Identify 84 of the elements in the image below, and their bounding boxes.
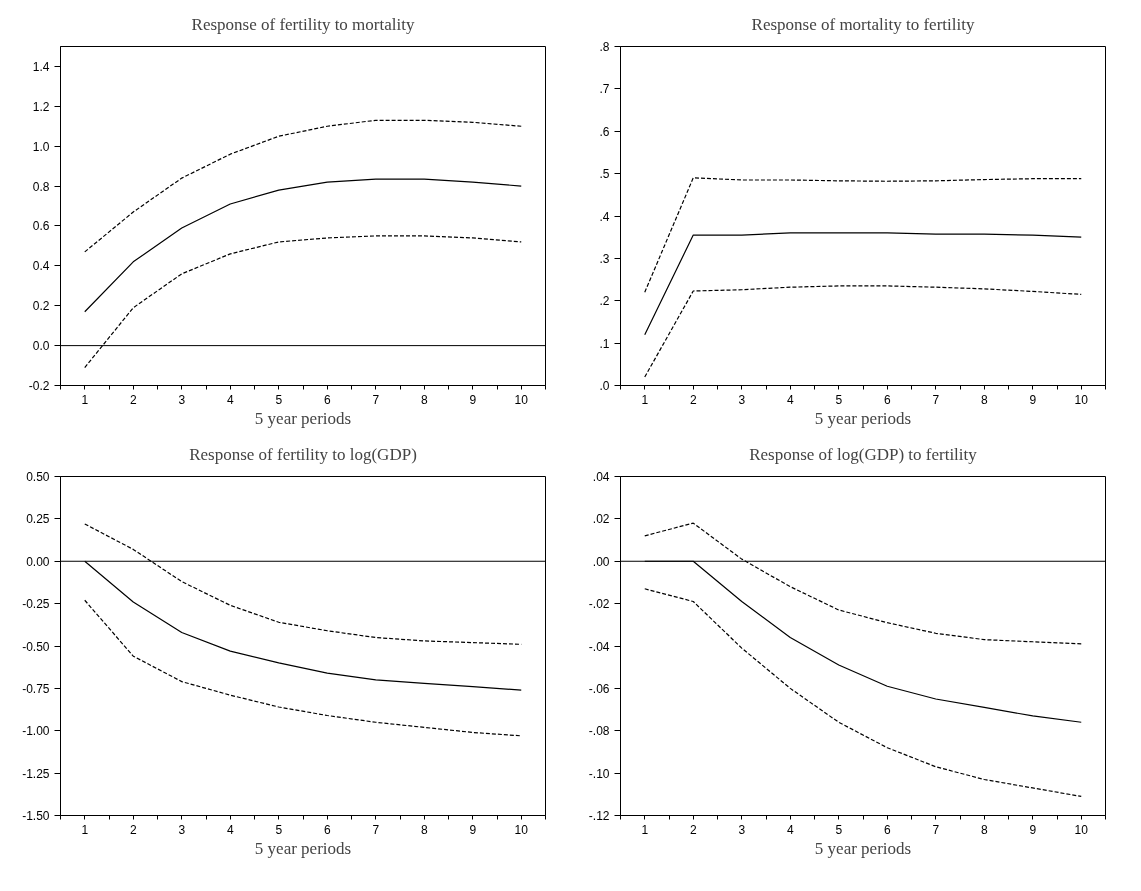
x-tick-label: 3 <box>738 822 746 837</box>
x-tick-label: 1 <box>81 392 89 407</box>
x-tick-label: 6 <box>323 822 331 837</box>
y-tick-label: .2 <box>599 294 610 309</box>
x-tick-label: 10 <box>1074 392 1089 407</box>
y-tick-label: 1.0 <box>32 139 50 154</box>
y-tick-label: .02 <box>592 512 610 527</box>
x-tick-label: 2 <box>129 392 137 407</box>
y-tick-label: -0.50 <box>22 639 50 654</box>
x-tick-label: 2 <box>129 822 137 837</box>
x-tick-label: 10 <box>1074 822 1089 837</box>
x-tick-label: 4 <box>786 822 794 837</box>
y-tick-label: .3 <box>599 251 610 266</box>
y-tick-label: -.12 <box>588 809 610 823</box>
x-tick-label: 8 <box>420 392 428 407</box>
y-tick-label: .5 <box>599 167 610 182</box>
chart-title: Response of mortality to fertility <box>751 15 975 34</box>
y-tick-label: -1.25 <box>22 766 50 781</box>
x-tick-label: 3 <box>178 822 186 837</box>
y-tick-label: 0.50 <box>26 470 50 484</box>
x-tick-label: 9 <box>469 822 477 837</box>
y-tick-label: 1.4 <box>32 59 50 74</box>
y-tick-label: 0.4 <box>32 259 50 274</box>
x-tick-label: 7 <box>372 822 380 837</box>
x-tick-label: 7 <box>932 822 940 837</box>
x-axis-title: 5 year periods <box>814 838 912 858</box>
y-tick-label: -1.00 <box>22 724 50 739</box>
x-tick-label: 3 <box>178 392 186 407</box>
x-tick-label: 8 <box>420 822 428 837</box>
y-tick-label: 0.6 <box>32 219 50 234</box>
x-tick-label: 1 <box>81 822 89 837</box>
y-tick-label: -0.2 <box>28 379 50 393</box>
y-tick-label: -.08 <box>588 724 610 739</box>
x-tick-label: 2 <box>689 822 697 837</box>
y-tick-label: 0.25 <box>26 512 50 527</box>
x-tick-label: 1 <box>641 392 649 407</box>
x-tick-label: 8 <box>980 392 988 407</box>
x-tick-label: 1 <box>641 822 649 837</box>
x-tick-label: 7 <box>372 392 380 407</box>
y-tick-label: .0 <box>599 379 610 393</box>
x-tick-label: 5 <box>835 822 843 837</box>
x-tick-label: 4 <box>786 392 794 407</box>
x-axis-title: 5 year periods <box>254 838 352 858</box>
x-tick-label: 10 <box>514 392 529 407</box>
y-tick-label: -1.50 <box>22 809 50 823</box>
chart-title: Response of fertility to log(GDP) <box>189 445 417 464</box>
x-tick-label: 5 <box>275 822 283 837</box>
chart-title: Response of fertility to mortality <box>191 15 415 34</box>
y-tick-label: 1.2 <box>32 99 50 114</box>
y-tick-label: .8 <box>599 40 610 54</box>
x-axis-title: 5 year periods <box>814 408 912 428</box>
x-tick-label: 7 <box>932 392 940 407</box>
y-tick-label: .00 <box>592 554 610 569</box>
x-tick-label: 6 <box>883 392 891 407</box>
x-tick-label: 5 <box>835 392 843 407</box>
x-tick-label: 3 <box>738 392 746 407</box>
x-axis-title: 5 year periods <box>254 408 352 428</box>
x-tick-label: 10 <box>514 822 529 837</box>
y-tick-label: 0.2 <box>32 299 50 314</box>
x-tick-label: 9 <box>1029 822 1037 837</box>
x-tick-label: 4 <box>226 822 234 837</box>
y-tick-label: .04 <box>592 470 610 484</box>
x-tick-label: 2 <box>689 392 697 407</box>
x-tick-label: 8 <box>980 822 988 837</box>
y-tick-label: -0.75 <box>22 681 50 696</box>
x-tick-label: 6 <box>883 822 891 837</box>
y-tick-label: 0.00 <box>26 554 50 569</box>
y-tick-label: -.06 <box>588 681 610 696</box>
y-tick-label: .6 <box>599 124 610 139</box>
chart-title: Response of log(GDP) to fertility <box>749 445 978 464</box>
x-tick-label: 9 <box>1029 392 1037 407</box>
y-tick-label: 0.0 <box>32 339 50 354</box>
x-tick-label: 6 <box>323 392 331 407</box>
y-tick-label: -.02 <box>588 597 610 612</box>
y-tick-label: .4 <box>599 209 610 224</box>
x-tick-label: 4 <box>226 392 234 407</box>
y-tick-label: 0.8 <box>32 179 50 194</box>
y-tick-label: -.10 <box>588 766 610 781</box>
x-tick-label: 9 <box>469 392 477 407</box>
y-tick-label: -.04 <box>588 639 610 654</box>
y-tick-label: .7 <box>599 82 610 97</box>
x-tick-label: 5 <box>275 392 283 407</box>
y-tick-label: -0.25 <box>22 597 50 612</box>
y-tick-label: .1 <box>599 336 610 351</box>
